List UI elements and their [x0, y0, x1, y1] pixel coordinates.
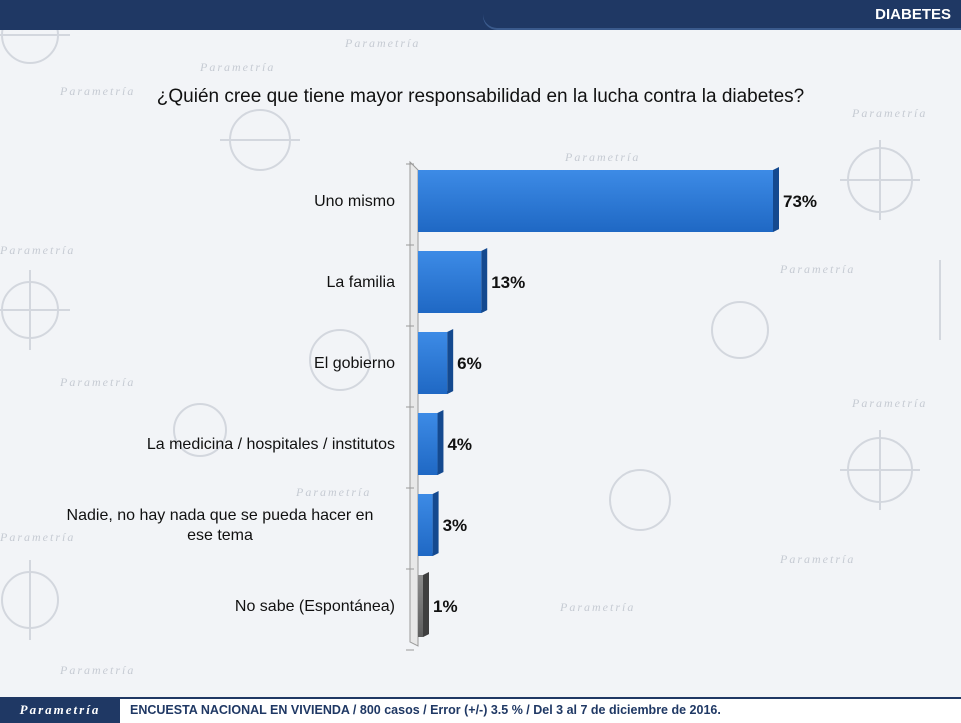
watermark-text: Parametría [780, 552, 856, 566]
bar-side [423, 572, 429, 637]
section-tab: DIABETES [483, 0, 961, 30]
bar [418, 170, 773, 232]
watermark-text: Parametría [0, 530, 76, 544]
axis-wall [409, 160, 419, 647]
watermark-text: Parametría [780, 262, 856, 276]
footer-note: ENCUESTA NACIONAL EN VIVIENDA / 800 caso… [130, 703, 721, 717]
value-label: 1% [433, 597, 458, 616]
footer-logo: Parametría [0, 699, 120, 723]
bar [418, 332, 448, 394]
category-label: La familia [327, 274, 396, 291]
watermark-text: Parametría [296, 485, 372, 499]
bar [418, 575, 423, 637]
watermark-text: Parametría [200, 60, 276, 74]
category-label: Nadie, no hay nada que se pueda hacer en… [67, 507, 374, 544]
watermark-text: Parametría [345, 36, 421, 50]
watermark-text: Parametría [0, 243, 76, 257]
value-label: 3% [443, 516, 468, 535]
bar-side [432, 491, 439, 556]
category-label: No sabe (Espontánea) [235, 598, 395, 615]
watermark-text: Parametría [852, 396, 928, 410]
bar [418, 494, 433, 556]
value-label: 73% [783, 192, 817, 211]
value-label: 13% [491, 273, 525, 292]
bar [418, 413, 438, 475]
watermark-text: Parametría [852, 106, 928, 120]
value-label: 6% [457, 354, 482, 373]
watermark-text: Parametría [60, 375, 136, 389]
watermark-text: Parametría [565, 150, 641, 164]
category-label: El gobierno [314, 355, 395, 372]
bar-side [773, 167, 779, 232]
bar-side [481, 248, 488, 313]
bar-side [447, 329, 454, 394]
section-title: DIABETES [875, 6, 951, 23]
bar [418, 251, 482, 313]
watermark-text: Parametría [60, 84, 136, 98]
watermark-text: Parametría [60, 663, 136, 677]
category-label: La medicina / hospitales / institutos [147, 436, 395, 453]
value-label: 4% [447, 435, 472, 454]
chart-question: ¿Quién cree que tiene mayor responsabili… [156, 86, 805, 107]
category-label: Uno mismo [314, 193, 395, 210]
footer-bar: Parametría ENCUESTA NACIONAL EN VIVIENDA… [0, 697, 961, 723]
bar-side [437, 410, 444, 475]
watermark-text: Parametría [560, 600, 636, 614]
